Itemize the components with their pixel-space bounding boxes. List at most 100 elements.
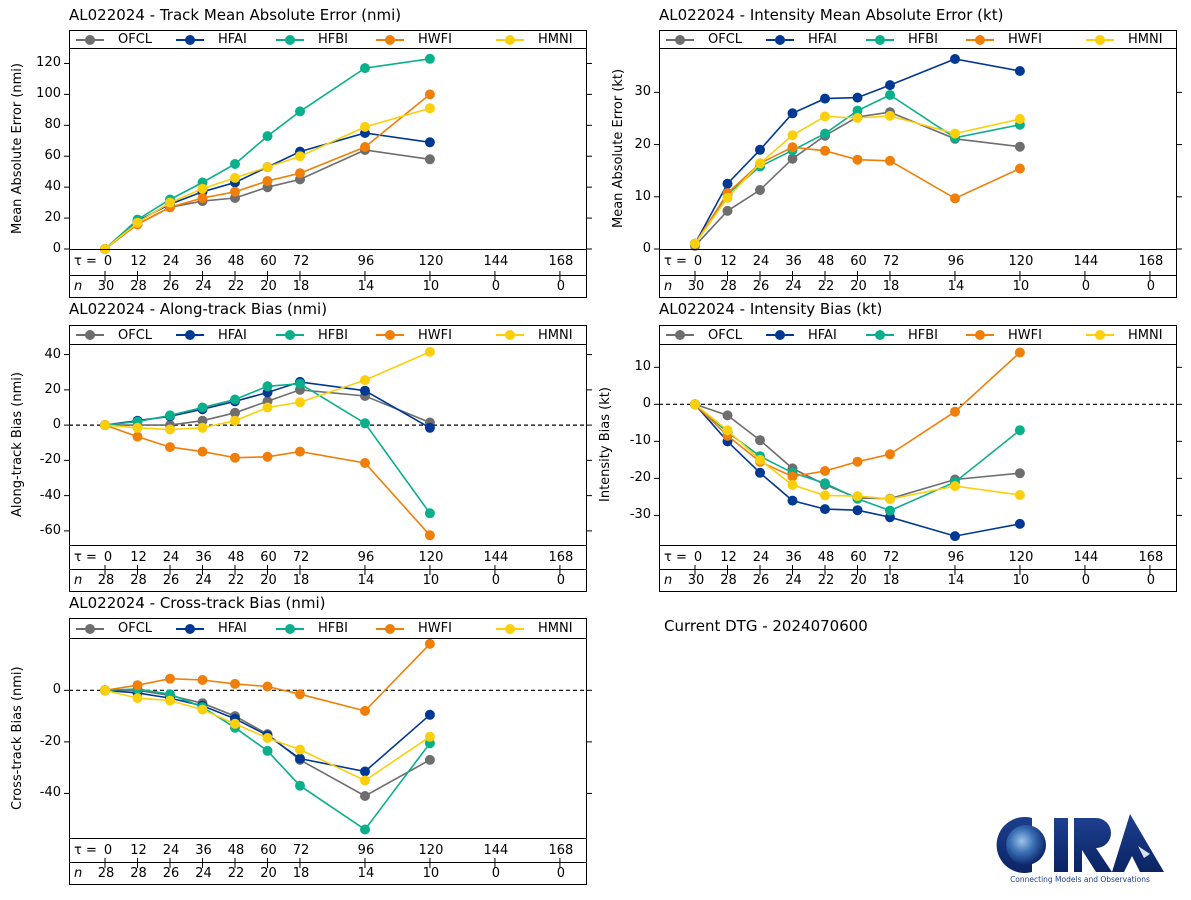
tau-tick-label: 48 (817, 254, 835, 269)
legend-item-hfai: HFAI (766, 326, 837, 344)
data-point-hmni (950, 481, 960, 492)
legend-label: HFAI (218, 32, 247, 47)
logo-earth-icon (1006, 825, 1046, 865)
chart-title: AL022024 - Intensity Mean Absolute Error… (659, 6, 1004, 24)
tau-tick-label: 48 (227, 843, 245, 858)
data-point-hwfi (295, 446, 305, 457)
data-point-hfbi (262, 131, 273, 142)
logo-letter-c (996, 817, 1032, 873)
tau-tick-label: 24 (162, 550, 180, 565)
legend-label: HMNI (538, 327, 573, 343)
sample-count-value: 18 (292, 866, 310, 881)
data-point-ofcl (1014, 468, 1025, 479)
sample-count-value: 26 (752, 279, 770, 294)
legend-item-hwfi: HWFI (376, 326, 452, 344)
tau-tick-label: 168 (548, 843, 574, 858)
data-point-hfbi (885, 90, 895, 100)
data-point-hmni (885, 494, 895, 505)
data-point-hmni (360, 121, 370, 132)
legend-marker-icon (1086, 34, 1114, 45)
data-point-hwfi (787, 471, 798, 482)
sample-count-value: 24 (785, 279, 802, 294)
data-point-hmni (360, 375, 370, 386)
sample-count-value: 24 (195, 866, 212, 881)
tau-tick-label: 36 (195, 550, 212, 565)
sample-count-row: n 30 28 26 24 22 20 18 14 10 0 0 (659, 271, 1177, 298)
y-tick-label: -10 (629, 433, 651, 449)
data-point-hfai (360, 766, 370, 777)
y-tick-label: 0 (52, 417, 61, 433)
data-point-hfai (360, 385, 370, 396)
data-point-hmni (1014, 114, 1025, 124)
data-point-hwfi (295, 689, 305, 700)
data-point-ofcl (197, 415, 208, 426)
sample-count-value: 28 (130, 573, 147, 588)
data-point-hmni (132, 693, 143, 704)
tau-axis-row: τ = 0 12 24 36 48 60 72 96 120 144 168 (69, 249, 587, 276)
tau-tick-label: 12 (130, 843, 147, 858)
tau-label: τ = (664, 254, 687, 269)
tau-tick-label: 60 (850, 254, 867, 269)
data-point-hfai (885, 80, 895, 91)
sample-count-value: 0 (1146, 573, 1156, 588)
data-point-hmni (295, 151, 305, 162)
sample-count-value: 0 (1081, 573, 1091, 588)
legend-marker-icon (496, 34, 524, 45)
data-point-ofcl (1014, 141, 1025, 152)
series-line-ofcl (105, 689, 431, 797)
data-point-hmni (165, 424, 175, 435)
sample-count-value: 0 (491, 279, 501, 294)
legend-marker-icon (866, 34, 894, 45)
legend-marker-icon (376, 330, 404, 340)
sample-count-value: 10 (422, 573, 440, 588)
sample-count-value: 28 (97, 573, 115, 588)
data-point-hwfi (165, 442, 175, 453)
legend-item-hmni: HMNI (496, 326, 573, 344)
data-point-hmni (755, 158, 765, 169)
legend-marker-icon (866, 330, 894, 340)
data-point-hfai (424, 422, 435, 433)
sample-count-value: 10 (422, 279, 440, 294)
sample-count-value: 0 (491, 866, 501, 881)
sample-count-row: n 28 28 26 24 22 20 18 14 10 0 0 (69, 858, 587, 885)
data-point-hmni (852, 113, 863, 123)
tau-label: τ = (74, 550, 97, 565)
data-point-hmni (295, 397, 305, 408)
tau-tick-label: 168 (1138, 550, 1164, 565)
tau-label: τ = (74, 254, 97, 269)
legend-marker-icon (496, 330, 524, 340)
y-tick-label: 20 (44, 381, 61, 397)
cira-logo-graphic: Connecting Models and Observations (996, 814, 1164, 884)
tau-tick-label: 12 (130, 254, 147, 269)
y-tick-label: 30 (634, 84, 651, 100)
data-point-hwfi (820, 466, 830, 476)
data-point-hmni (165, 197, 175, 208)
legend-item-hwfi: HWFI (966, 31, 1042, 48)
y-tick-label: 10 (634, 188, 651, 204)
data-point-hfai (852, 505, 863, 516)
legend-marker-icon (276, 34, 304, 45)
legend-label: HWFI (1008, 32, 1042, 47)
legend-label: HMNI (1128, 327, 1163, 343)
data-point-hmni (690, 399, 700, 410)
data-point-ofcl (722, 410, 733, 421)
chart-title: AL022024 - Intensity Bias (kt) (659, 300, 883, 318)
data-point-hfbi (295, 378, 305, 389)
data-point-hwfi (787, 142, 798, 153)
sample-count-value: 10 (1012, 573, 1030, 588)
data-point-hmni (230, 415, 240, 426)
tau-tick-label: 96 (947, 254, 965, 269)
legend-item-hfai: HFAI (766, 31, 837, 48)
data-point-hfai (820, 504, 830, 515)
data-point-hfbi (262, 745, 273, 756)
tau-tick-label: 120 (1008, 550, 1034, 565)
legend-marker-icon (766, 330, 794, 340)
cira-logo: Connecting Models and Observations (992, 812, 1168, 884)
legend-label: HFAI (808, 327, 837, 343)
legend-label: HFAI (808, 32, 837, 47)
legend-item-hfai: HFAI (176, 326, 247, 344)
sample-count-value: 26 (752, 573, 770, 588)
n-label: n (74, 279, 83, 294)
data-point-hwfi (885, 449, 895, 460)
data-point-hfai (787, 495, 798, 506)
